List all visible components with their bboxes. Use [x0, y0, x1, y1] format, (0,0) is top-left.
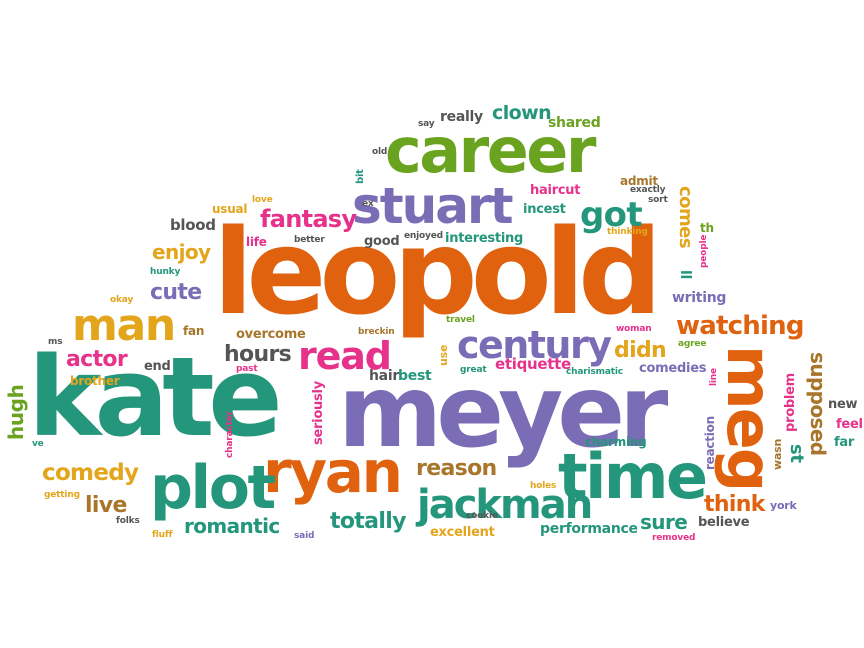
word-enjoy: enjoy — [152, 240, 211, 264]
word-leopold: leopold — [213, 203, 663, 341]
word-bit: bit — [355, 169, 366, 184]
word-thinking: thinking — [607, 227, 648, 237]
word-use: use — [437, 344, 450, 366]
word-new: new — [828, 397, 858, 412]
word-really: really — [440, 109, 483, 125]
word-end: end — [144, 359, 171, 374]
word-stuart: stuart — [352, 177, 514, 235]
word-blood: blood — [170, 216, 216, 234]
word-holes: holes — [530, 481, 557, 491]
word-ryan: ryan — [263, 438, 403, 506]
word-actor: actor — [66, 347, 128, 372]
word-admit: admit — [620, 174, 658, 188]
word-reason: reason — [416, 456, 497, 481]
word-hunky: hunky — [150, 267, 181, 277]
word-fluff: fluff — [152, 530, 173, 540]
word-charismatic: charismatic — [566, 367, 623, 377]
word-problem: problem — [783, 373, 798, 432]
word-great: great — [460, 365, 487, 375]
word-enjoyed: enjoyed — [404, 231, 443, 241]
word-century: century — [457, 323, 612, 367]
word-sort: sort — [648, 195, 668, 205]
word-getting: getting — [44, 490, 80, 500]
word-removed: removed — [652, 533, 696, 543]
word-exactly: exactly — [630, 185, 666, 195]
word-life: life — [246, 235, 267, 249]
word-character: character — [225, 411, 235, 458]
word-didn: didn — [614, 338, 667, 363]
word-york: york — [770, 499, 797, 512]
word-cookie: cookie — [466, 511, 498, 521]
word-totally: totally — [330, 509, 406, 534]
word-past: past — [236, 364, 258, 374]
word-love: love — [252, 195, 273, 205]
word-line: line — [709, 368, 719, 386]
word-ex: ex — [362, 199, 374, 209]
word-sure: sure — [640, 510, 688, 534]
word-performance: performance — [540, 521, 638, 537]
word-haircut: haircut — [530, 183, 581, 198]
word-got: got — [580, 195, 643, 235]
word-hair: hair — [369, 368, 399, 384]
word-st: st — [786, 444, 807, 463]
word-usual: usual — [212, 202, 248, 216]
word-old: old — [372, 147, 388, 157]
word-career: career — [385, 114, 596, 187]
word-hugh: hugh — [4, 384, 28, 440]
word-folks: folks — [116, 516, 140, 526]
word-excellent: excellent — [430, 525, 495, 540]
word-seriously: seriously — [311, 381, 326, 445]
word-best: best — [398, 368, 432, 384]
word-interesting: interesting — [445, 231, 524, 246]
word-breckin: breckin — [358, 327, 395, 337]
word-believe: believe — [698, 515, 750, 530]
word-ve: ve — [32, 439, 44, 449]
word-ms: ms — [48, 337, 63, 347]
word-etiquette: etiquette — [495, 355, 571, 373]
word-good: good — [364, 234, 400, 249]
word-man: man — [72, 300, 176, 351]
word-romantic: romantic — [184, 514, 280, 538]
word-woman: woman — [616, 324, 652, 334]
word-cute: cute — [150, 280, 202, 305]
word-clown: clown — [492, 102, 552, 124]
word-fan: fan — [183, 324, 205, 338]
word-read: read — [298, 334, 392, 378]
word-think: think — [704, 492, 765, 517]
word-brother: brother — [70, 374, 120, 388]
word-hours: hours — [224, 342, 292, 367]
word-people: people — [699, 234, 709, 268]
word-wasn: wasn — [771, 438, 784, 470]
word-fantasy: fantasy — [260, 205, 357, 233]
word-supposed: supposed — [806, 352, 830, 456]
word-incest: incest — [523, 202, 566, 217]
word-feel: feel — [836, 417, 863, 432]
word-kate: kate — [28, 333, 283, 461]
word-time: time — [558, 440, 708, 513]
word-far: far — [834, 435, 855, 450]
word-travel: travel — [446, 315, 475, 325]
word-overcome: overcome — [236, 327, 306, 342]
word-comedies: comedies — [639, 361, 707, 376]
word-meyer: meyer — [338, 353, 668, 470]
word-shared: shared — [548, 115, 601, 131]
word-better: better — [294, 235, 325, 245]
word-comedy: comedy — [42, 460, 139, 486]
word-th: th — [700, 221, 714, 235]
word-okay: okay — [110, 295, 134, 305]
word-live: live — [85, 493, 127, 518]
word-watching: watching — [676, 311, 804, 341]
word-charming: charming — [585, 435, 647, 449]
word-agree: agree — [678, 339, 707, 349]
word-jackman: jackman — [417, 482, 593, 528]
word-reaction: reaction — [703, 416, 717, 470]
word-writing: writing — [672, 290, 727, 306]
word-said: said — [294, 531, 315, 541]
word-say: say — [418, 119, 435, 129]
word-comes: comes — [675, 186, 696, 249]
word-plot: plot — [150, 453, 276, 523]
word-ll: ll — [677, 270, 693, 280]
